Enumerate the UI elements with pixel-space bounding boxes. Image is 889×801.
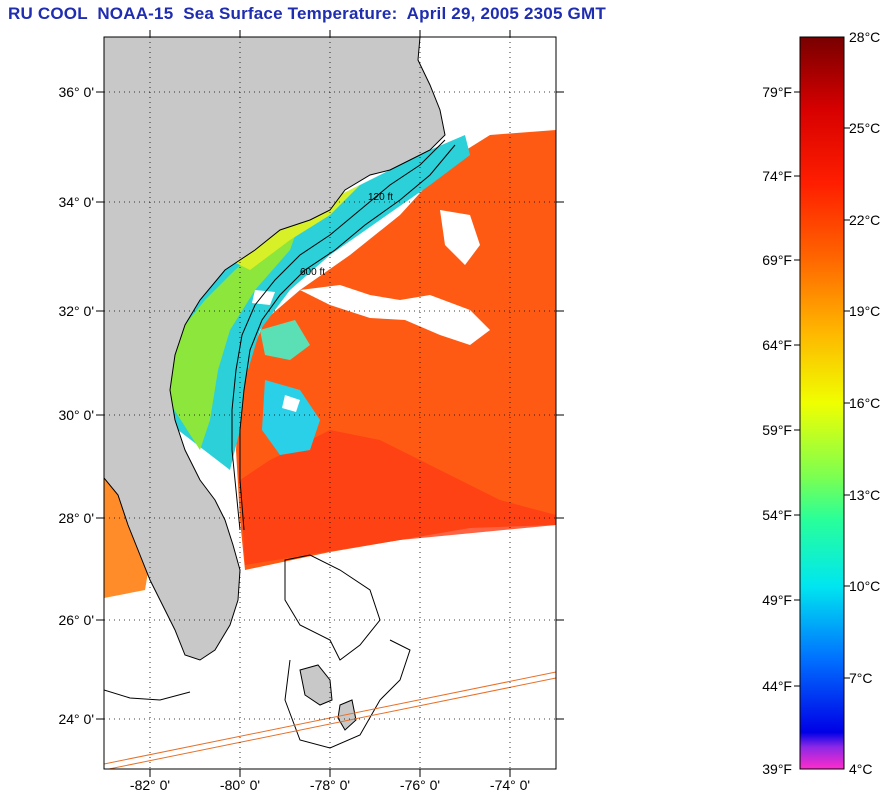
- colorbar-f-74: 74°F: [762, 168, 792, 184]
- cool-eddy-2: [260, 320, 310, 360]
- cloud-patch-4: [282, 395, 300, 412]
- isobath-120ft: [231, 139, 446, 531]
- bahamas-andros: [299, 664, 333, 706]
- lat-label-28: 28° 0': [58, 510, 94, 526]
- lat-label-34: 34° 0': [58, 194, 94, 210]
- lat-label-30: 30° 0': [58, 407, 94, 423]
- graticule: [104, 37, 556, 769]
- lat-label-36: 36° 0': [58, 84, 94, 100]
- axis-ticks: [96, 30, 564, 777]
- lon-label-80: -80° 0': [219, 777, 261, 793]
- colorbar-f-64: 64°F: [762, 337, 792, 353]
- colorbar-ticks: [794, 91, 850, 687]
- cloud-patch-2: [440, 210, 480, 265]
- cloud-patch-1: [300, 285, 490, 345]
- land-mass: [104, 37, 446, 661]
- lat-label-24: 24° 0': [58, 711, 94, 727]
- lon-label-82: -82° 0': [129, 777, 171, 793]
- cool-eddy-1: [262, 380, 320, 455]
- colorbar-c-16: 16°C: [849, 395, 881, 411]
- gulf-ocean: [104, 458, 150, 598]
- colorbar-f-44: 44°F: [762, 678, 792, 694]
- colorbar-f-49: 49°F: [762, 592, 792, 608]
- coastal-green-band: [168, 222, 300, 450]
- colorbar-c-19: 19°C: [849, 303, 881, 319]
- lat-label-32: 32° 0': [58, 303, 94, 319]
- colorbar-f-69: 69°F: [762, 252, 792, 268]
- isobath-600ft: [239, 144, 456, 531]
- colorbar-f-39: 39°F: [762, 761, 792, 777]
- lon-label-76: -76° 0': [399, 777, 441, 793]
- colorbar-f-79: 79°F: [762, 84, 792, 100]
- isobath-label-600: 600 ft: [300, 267, 325, 278]
- colorbar-c-13: 13°C: [849, 487, 881, 503]
- colorbar-c-25: 25°C: [849, 120, 881, 136]
- colorbar-c-10: 10°C: [849, 578, 881, 594]
- lon-label-74: -74° 0': [489, 777, 531, 793]
- warm-ocean-core: [240, 430, 556, 565]
- colorbar-c-4: 4°C: [849, 761, 873, 777]
- colorbar-c-7: 7°C: [849, 670, 873, 686]
- page-title: RU COOL NOAA-15 Sea Surface Temperature:…: [8, 4, 606, 23]
- colorbar-c-28: 28°C: [849, 29, 881, 45]
- colorbar-f-54: 54°F: [762, 507, 792, 523]
- bahamas-bank: [284, 554, 381, 661]
- colorbar-f-59: 59°F: [762, 422, 792, 438]
- colorbar: [799, 36, 845, 770]
- florida-keys: [104, 689, 191, 701]
- isobath-label-120: 120 ft: [368, 192, 393, 203]
- coastal-cool-band: [165, 135, 470, 470]
- colorbar-c-22: 22°C: [849, 212, 881, 228]
- lat-label-26: 26° 0': [58, 612, 94, 628]
- lon-label-78: -78° 0': [309, 777, 351, 793]
- bahamas-bank-2: [284, 639, 411, 749]
